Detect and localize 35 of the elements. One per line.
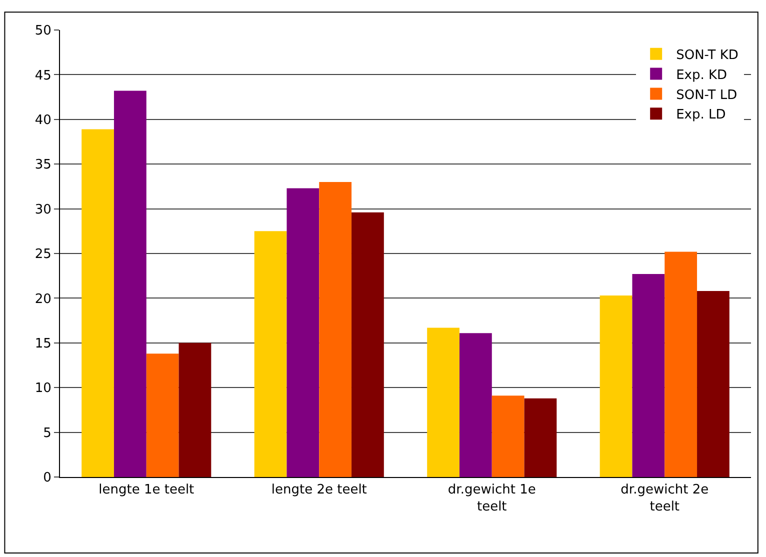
- legend-label: Exp. KD: [676, 68, 728, 83]
- bar: [664, 252, 698, 477]
- y-tick-label: 50: [34, 24, 52, 39]
- bar: [600, 296, 632, 477]
- y-tick-label: 30: [34, 202, 52, 218]
- y-tick-label: 0: [43, 470, 52, 486]
- bar: [82, 129, 114, 477]
- bar: [697, 291, 730, 477]
- x-tick-label: lengte 2e teelt: [271, 482, 367, 498]
- bar: [352, 212, 384, 477]
- bar: [178, 342, 212, 477]
- y-tick-label: 20: [34, 292, 52, 307]
- legend-label: SON-T KD: [676, 48, 738, 63]
- x-tick-label: dr.gewicht 2e teelt: [620, 482, 709, 514]
- bar: [427, 328, 460, 477]
- bar: [459, 333, 492, 477]
- x-tick-label: lengte 1e teelt: [98, 482, 194, 498]
- y-tick-label: 40: [34, 112, 52, 128]
- bar: [524, 398, 557, 477]
- bar: [254, 231, 287, 477]
- bar: [492, 396, 524, 477]
- legend-label: Exp. LD: [676, 108, 726, 123]
- legend-label: SON-T LD: [676, 88, 738, 103]
- y-tick-label: 15: [34, 336, 52, 352]
- bar: [286, 188, 320, 477]
- y-tick-label: 10: [34, 381, 52, 396]
- bar: [114, 90, 146, 477]
- y-tick-label: 45: [34, 68, 52, 84]
- y-tick-label: 5: [43, 426, 52, 441]
- y-tick-label: 25: [34, 247, 52, 262]
- bar: [632, 274, 665, 477]
- bar: [319, 182, 352, 477]
- x-tick-label: dr.gewicht 1e teelt: [448, 482, 536, 514]
- y-tick-label: 35: [34, 158, 52, 173]
- bar: [146, 354, 179, 477]
